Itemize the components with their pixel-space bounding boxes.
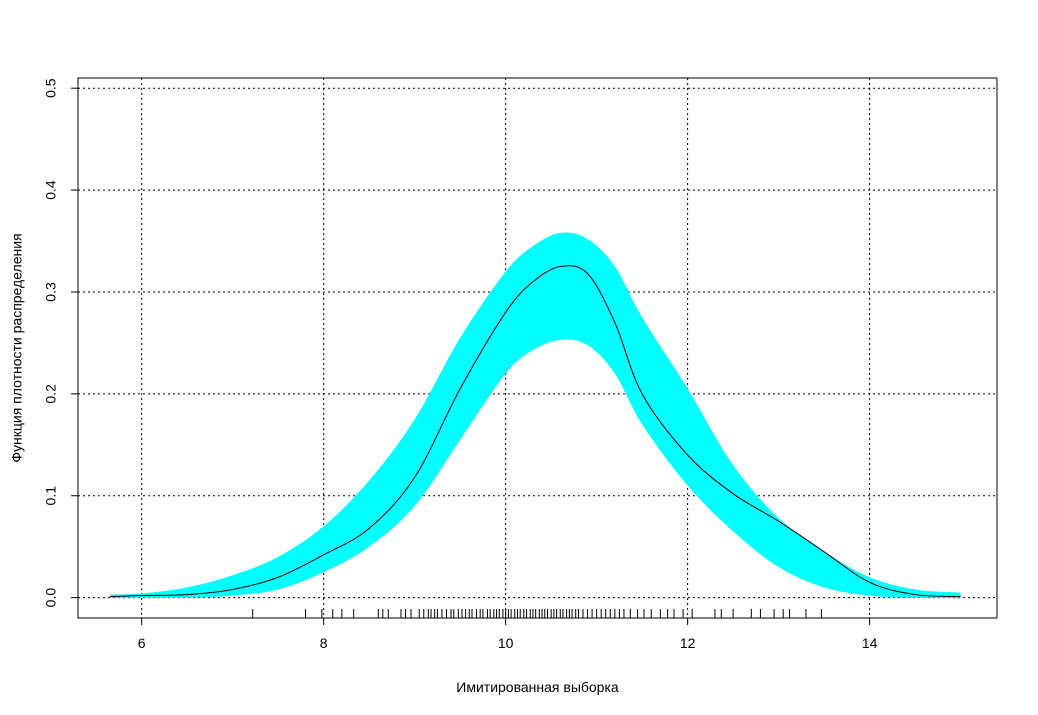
plot-frame (77, 77, 998, 619)
y-tick-label-0: 0.0 (43, 588, 59, 608)
x-axis: 6 8 10 12 14 (138, 618, 878, 651)
y-tick-label-2: 0.2 (43, 384, 59, 404)
x-tick-label-1: 8 (320, 635, 328, 651)
y-tick-label-4: 0.4 (43, 180, 59, 200)
x-tick-label-2: 10 (498, 635, 514, 651)
x-tick-label-3: 12 (680, 635, 696, 651)
density-curve (109, 265, 961, 598)
y-axis-title: Функция плотности распределения (9, 233, 25, 462)
x-axis-title: Имитированная выборка (456, 679, 619, 695)
y-tick-label-1: 0.1 (43, 486, 59, 506)
y-tick-label-5: 0.5 (43, 78, 59, 98)
y-axis: 0.0 0.1 0.2 0.3 0.4 0.5 (43, 78, 78, 607)
confidence-band (109, 232, 961, 598)
x-tick-label-0: 6 (138, 635, 146, 651)
y-tick-label-3: 0.3 (43, 282, 59, 302)
x-tick-label-4: 14 (862, 635, 878, 651)
confidence-band-area (109, 232, 961, 598)
density-curve-group (109, 265, 961, 598)
grid-lines (78, 78, 997, 618)
rug-marks (252, 609, 822, 618)
